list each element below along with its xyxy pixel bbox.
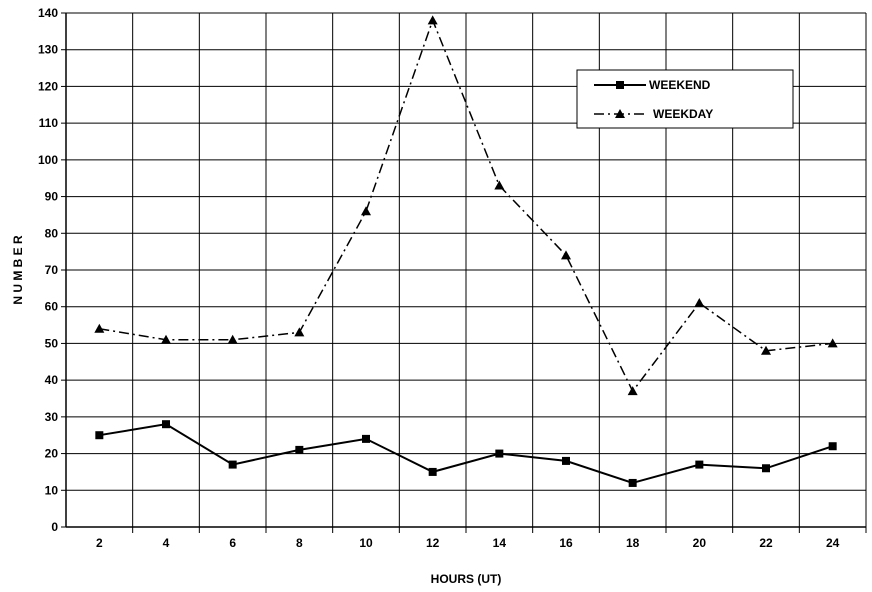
data-point [828,442,837,451]
y-axis-ticks: 0 10 20 30 40 50 60 70 80 90 100 110 120 130 140 [38,6,58,534]
x-tick-label: 16 [559,536,573,550]
x-tick-label: 8 [296,536,303,550]
y-tick-label: 100 [38,153,58,167]
legend: WEEKEND WEEKDAY [576,69,794,129]
legend-label-weekday: WEEKDAY [653,107,713,121]
y-tick-label: 80 [45,226,59,240]
series-weekend [95,420,837,487]
y-tick-label: 90 [45,190,59,204]
data-point [827,338,838,348]
y-tick-label: 50 [45,336,59,350]
y-tick-label: 60 [45,300,59,314]
grid [65,12,867,533]
legend-label-weekend: WEEKEND [649,78,711,92]
data-point [295,445,304,454]
data-point [95,431,104,440]
data-point [362,434,370,443]
data-point [162,420,170,429]
legend-box [576,69,794,129]
data-point [428,467,437,476]
x-tick-label: 12 [426,536,440,550]
data-point [94,323,105,333]
data-point [227,334,238,344]
y-tick-label: 70 [45,263,59,277]
data-point [361,206,371,216]
y-axis-title: N U M B E R [11,235,25,305]
data-point [494,180,505,190]
data-point [427,15,438,25]
series-line [99,423,834,484]
y-tick-label: 0 [51,520,58,534]
x-tick-label: 6 [229,536,236,550]
data-point [161,334,171,344]
y-tick-label: 120 [38,79,58,93]
y-tick-label: 20 [45,447,59,461]
x-tick-label: 18 [626,536,640,550]
legend-marker-weekend [616,81,624,89]
data-point [562,456,570,465]
x-tick-label: 20 [693,536,707,550]
data-point [695,460,704,469]
data-point [761,345,771,355]
legend-marker-weekday [615,109,625,118]
data-point [627,386,638,396]
x-tick-label: 4 [163,536,170,550]
data-point [628,478,637,487]
y-tick-label: 110 [39,116,59,130]
series-line [99,18,833,393]
data-point [694,298,705,308]
y-tick-label: 10 [45,483,59,497]
data-point [228,460,237,469]
series-layer [94,15,838,487]
x-tick-label: 22 [759,536,773,550]
axes [61,12,866,528]
x-axis-ticks: 2 4 6 8 10 12 14 16 18 20 22 24 [96,536,840,550]
data-point [762,464,770,473]
x-tick-label: 24 [826,536,840,550]
y-tick-label: 130 [38,43,58,57]
x-tick-label: 10 [359,536,373,550]
data-point [294,327,305,337]
x-axis-title: HOURS (UT) [431,572,502,586]
series-weekday [94,15,838,396]
y-tick-label: 40 [45,373,59,387]
data-point [561,250,571,260]
y-tick-label: 140 [38,6,58,20]
y-tick-label: 30 [45,410,59,424]
x-tick-label: 2 [96,536,103,550]
x-tick-label: 14 [493,536,507,550]
data-point [495,449,504,458]
